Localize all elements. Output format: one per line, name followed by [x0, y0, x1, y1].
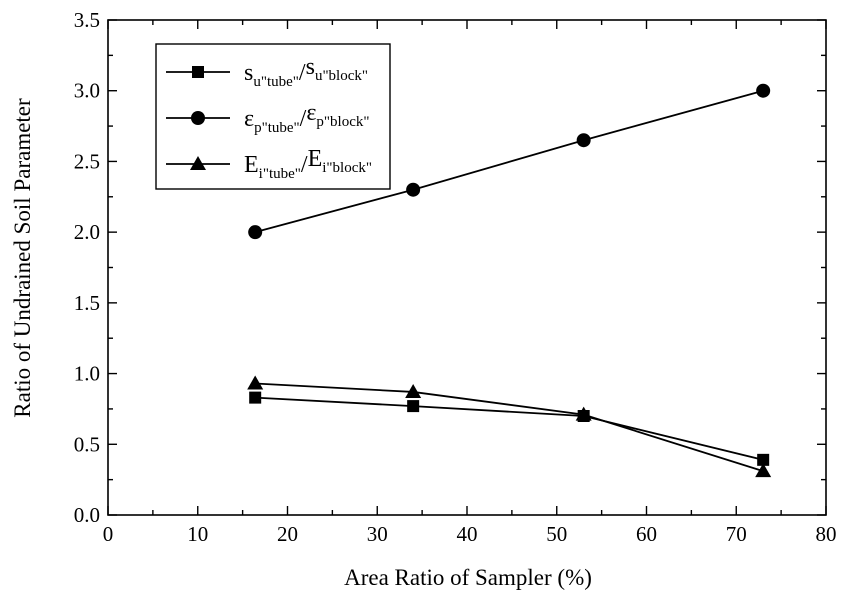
y-tick-label: 3.5 — [74, 8, 100, 32]
data-point-circle — [406, 182, 421, 197]
y-tick-label: 0.5 — [74, 432, 100, 456]
x-tick-label: 60 — [636, 522, 657, 546]
legend-text-sub1: p"tube" — [254, 120, 300, 136]
series-circle — [248, 83, 771, 240]
y-tick-label: 3.0 — [74, 79, 100, 103]
legend: su"tube"/su"block"εp"tube"/εp"block"Ei"t… — [155, 43, 391, 190]
legend-text-main1: ε — [244, 106, 254, 132]
data-point-triangle — [405, 383, 422, 398]
legend-text-slash: / — [300, 106, 307, 132]
legend-text-sub2: i"block" — [322, 160, 372, 176]
x-axis-title: Area Ratio of Sampler (%) — [344, 565, 592, 590]
data-point-square — [249, 391, 262, 404]
data-point-triangle — [575, 406, 592, 421]
y-tick-label: 1.5 — [74, 291, 100, 315]
data-point-triangle — [755, 463, 772, 478]
legend-text-main1: E — [244, 152, 259, 178]
data-point-circle — [576, 133, 591, 148]
y-axis-title: Ratio of Undrained Soil Parameter — [10, 98, 35, 418]
legend-marker-square — [192, 66, 204, 78]
legend-text-slash: / — [299, 60, 306, 86]
legend-marker-triangle — [190, 156, 206, 170]
legend-label-square: su"tube"/su"block" — [244, 54, 368, 90]
series-square — [249, 391, 770, 466]
legend-text-main2: s — [306, 54, 315, 80]
legend-text-main2: ε — [306, 100, 316, 126]
legend-text-sub1: u"tube" — [253, 74, 299, 90]
series-triangle — [247, 375, 772, 478]
y-tick-label: 2.0 — [74, 220, 100, 244]
y-tick-label: 1.0 — [74, 362, 100, 386]
x-axis-ticks: 0 10 20 30 40 50 60 70 80 — [103, 20, 837, 546]
data-point-circle — [756, 83, 771, 98]
legend-label-triangle: Ei"tube"/Ei"block" — [244, 146, 372, 182]
x-tick-label: 0 — [103, 522, 114, 546]
legend-text-main1: s — [244, 60, 253, 86]
data-point-square — [407, 400, 420, 413]
legend-label-circle: εp"tube"/εp"block" — [244, 100, 369, 136]
x-tick-label: 40 — [457, 522, 478, 546]
x-tick-label: 10 — [187, 522, 208, 546]
x-tick-label: 30 — [367, 522, 388, 546]
legend-text-main2: E — [308, 146, 323, 172]
series-layer — [247, 83, 772, 478]
x-tick-label: 20 — [277, 522, 298, 546]
y-tick-label: 0.0 — [74, 503, 100, 527]
series-line-square — [255, 396, 764, 461]
y-tick-label: 2.5 — [74, 149, 100, 173]
legend-text-sub2: p"block" — [316, 114, 369, 130]
legend-text-slash: / — [301, 152, 308, 178]
series-line-triangle — [255, 382, 764, 473]
y-axis-ticks: 0.0 0.5 1.0 1.5 2.0 2.5 3.0 3.5 — [74, 8, 826, 527]
series-line-circle — [254, 89, 764, 234]
legend-marker-circle — [191, 111, 205, 125]
x-tick-label: 50 — [546, 522, 567, 546]
data-point-circle — [248, 225, 263, 240]
data-point-square — [757, 453, 770, 466]
x-tick-label: 80 — [816, 522, 837, 546]
data-point-triangle — [247, 375, 264, 390]
legend-text-sub1: i"tube" — [259, 166, 301, 182]
x-tick-label: 70 — [726, 522, 747, 546]
legend-text-sub2: u"block" — [315, 68, 368, 84]
